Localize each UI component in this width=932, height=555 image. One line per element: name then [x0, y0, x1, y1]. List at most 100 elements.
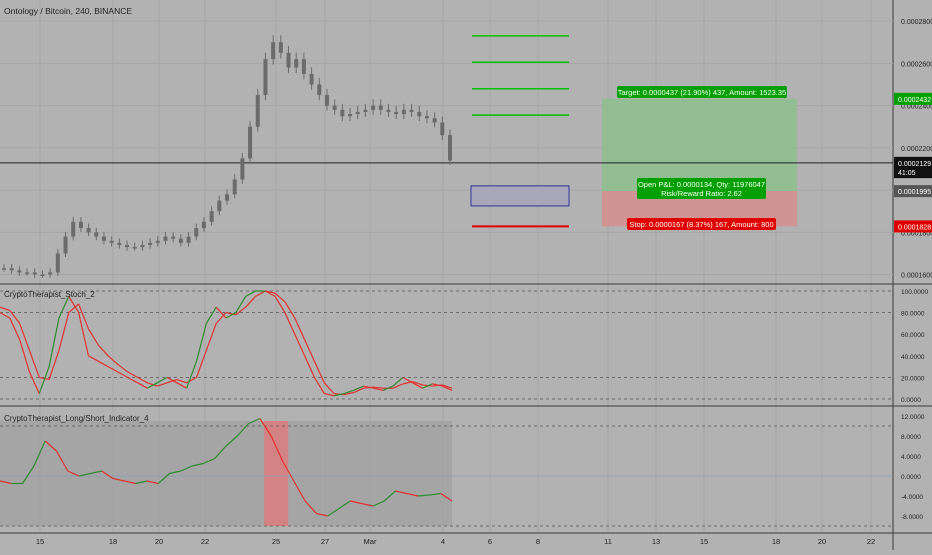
stoch-d-line [392, 383, 404, 389]
price-tag: 41:05 [898, 170, 916, 177]
stoch-k-line [0, 312, 11, 319]
x-tick-label: 15 [36, 537, 44, 546]
candle-body [348, 114, 353, 117]
candle-body [309, 73, 314, 85]
candle-body [386, 109, 391, 112]
ls-line [270, 435, 284, 462]
candle-body [163, 236, 168, 241]
stoch-tick-label: 0.0000 [901, 397, 921, 404]
ls-line [236, 423, 250, 437]
candle-body [394, 111, 399, 115]
stoch-k-line [284, 312, 296, 335]
ls-tick-label: 4.0000 [901, 454, 921, 461]
stoch-d-line [9, 310, 21, 324]
candles-layer [2, 35, 452, 278]
candle-body [248, 126, 253, 159]
stoch-k-line [245, 290, 256, 297]
stoch-d-line [68, 303, 80, 314]
stop-label: Stop: 0.0000167 (8.37%) 167, Amount: 800 [629, 220, 773, 229]
candle-body [278, 42, 283, 53]
candle-body [125, 244, 130, 248]
stoch-k-line [68, 296, 80, 313]
stoch-k-line [19, 339, 31, 373]
ls-line [440, 493, 453, 502]
x-tick-label: 18 [109, 537, 117, 546]
ls-line [248, 417, 261, 425]
candle-body [286, 52, 291, 68]
stoch-k-line [205, 306, 217, 324]
candle-body [201, 221, 206, 229]
ls-line [214, 445, 227, 459]
stoch-k-line [363, 385, 374, 389]
x-tick-label: 20 [155, 537, 163, 546]
x-tick-label: 18 [772, 537, 780, 546]
price-tag-bg [894, 92, 932, 105]
x-tick-label: 22 [201, 537, 209, 546]
candle-body [155, 240, 160, 243]
stoch-d-line [323, 382, 335, 395]
ls-line [22, 465, 35, 484]
ls-line [169, 470, 181, 475]
stoch-d-line [441, 384, 453, 389]
ls-line [350, 500, 362, 505]
candle-body [178, 238, 183, 243]
candle-body [240, 158, 245, 180]
stoch-k-line [333, 393, 345, 397]
ls-panel-title: CryptoTherapist_Long/Short_Indicator_4 [4, 414, 149, 423]
ls-line [281, 460, 295, 482]
stoch-panel-title: CryptoTherapist_Stoch_2 [4, 290, 95, 299]
ls-tick-label: 0.0000 [901, 474, 921, 481]
ls-line [180, 465, 193, 472]
candle-body [63, 236, 68, 254]
x-tick-label: 20 [818, 537, 826, 546]
stoch-d-line [313, 360, 325, 384]
candle-body [255, 95, 260, 127]
stoch-tick-label: 40.0000 [901, 354, 925, 361]
stoch-d-line [19, 323, 31, 351]
stoch-d-line [58, 312, 70, 351]
target-label: Target: 0.0000437 (21.90%) 437, Amount: … [618, 88, 786, 97]
candle-body [225, 194, 229, 201]
stoch-k-line [235, 296, 247, 313]
candle-body [440, 122, 445, 136]
stoch-k-line [215, 306, 227, 319]
ls-line [55, 450, 69, 472]
stoch-d-line [245, 295, 256, 308]
stoch-k-line [127, 376, 138, 384]
stoch-k-line [412, 382, 423, 389]
ls-line [78, 472, 91, 477]
stoch-d-line [147, 382, 158, 387]
pnl-label: Open P&L: 0.0000134, Qty: 11976047 [638, 180, 765, 189]
stoch-d-line [176, 378, 187, 384]
candle-body [32, 272, 37, 275]
stoch-k-line [382, 385, 394, 391]
stoch-k-line [274, 296, 286, 313]
chart-title: Ontology / Bitcoin, 240, BINANCE [4, 6, 132, 16]
ls-line [124, 480, 136, 485]
stoch-d-line [304, 339, 315, 362]
long-short-layer [0, 417, 893, 527]
stoch-k-line [147, 382, 158, 389]
stoch-k-line [373, 387, 384, 391]
stoch-d-line [235, 306, 247, 316]
candle-body [432, 118, 437, 123]
stoch-layer [0, 290, 893, 400]
candle-body [417, 111, 422, 117]
stoch-d-line [225, 312, 236, 316]
candle-body [171, 236, 176, 239]
candle-body [271, 42, 276, 60]
stoch-k-line [58, 296, 70, 319]
ls-line [259, 418, 272, 437]
target-label-bg [617, 86, 787, 98]
pnl-label-bg [637, 178, 766, 199]
price-tag-bg [894, 220, 932, 233]
candle-body [294, 59, 299, 68]
ls-line [395, 490, 407, 495]
price-tick-label: 0.0001600 [901, 273, 932, 280]
candle-body [132, 247, 137, 249]
ls-line [44, 440, 57, 452]
stoch-d-line [137, 376, 148, 384]
candle-body [409, 109, 414, 112]
price-tag: 0.0002129 [898, 161, 931, 168]
